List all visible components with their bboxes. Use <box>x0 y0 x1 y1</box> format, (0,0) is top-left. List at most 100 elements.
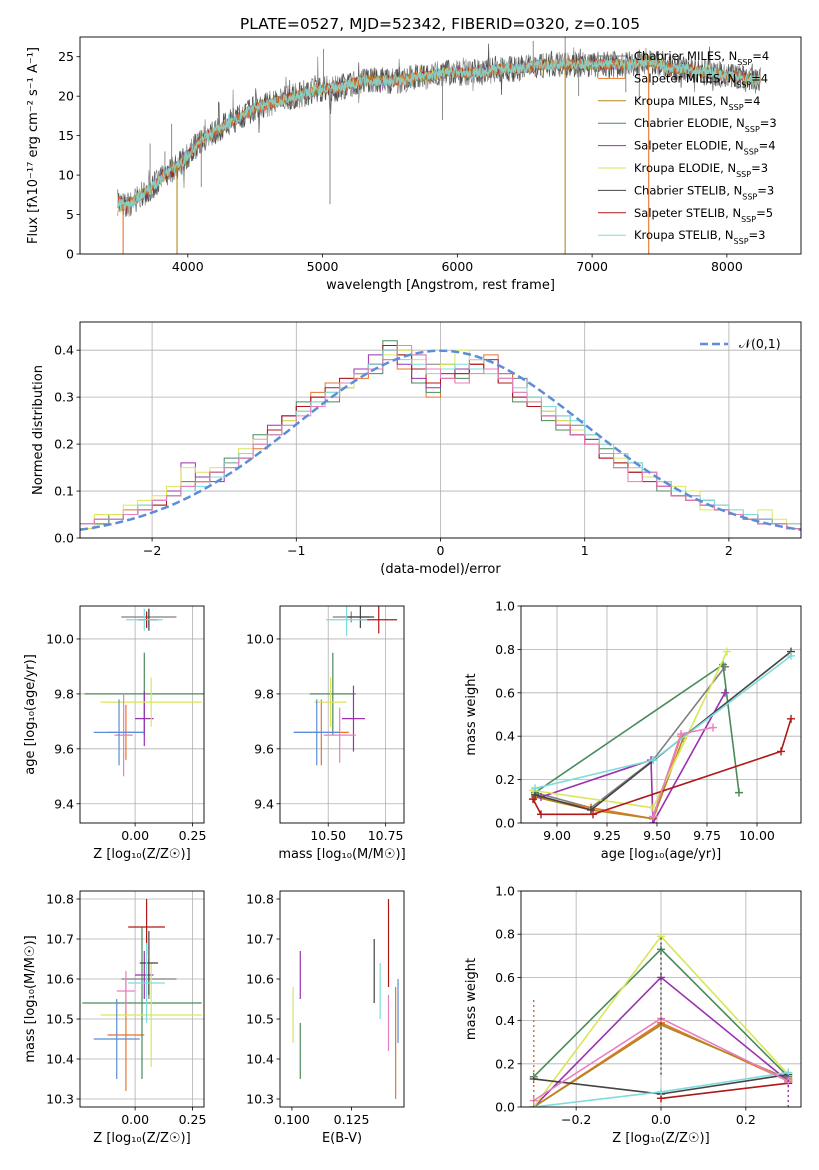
weight-marker <box>589 810 597 819</box>
y-axis-label: mass [log₁₀(M/M☉)] <box>23 935 38 1062</box>
normal-curve <box>80 349 801 532</box>
y-tick-label: 1.0 <box>495 599 515 614</box>
y-tick-label: 0.4 <box>54 343 74 358</box>
y-tick-label: 9.4 <box>54 796 74 811</box>
y-tick-label: 10.4 <box>246 1052 274 1067</box>
weight-line <box>534 738 684 820</box>
axes-frame <box>279 890 405 1108</box>
y-tick-label: 0.0 <box>54 531 74 546</box>
x-tick-label: 0.100 <box>274 1112 310 1127</box>
y-tick-label: 10.0 <box>246 631 274 646</box>
weight-marker <box>529 795 537 804</box>
y-tick-label: 9.6 <box>54 741 74 756</box>
panel-mass_vs_Z: 0.00 0.25 10.3 10.4 10.5 10.6 10.7 10.8 Z [log₁₀… <box>23 890 207 1146</box>
weight-marker <box>723 647 731 656</box>
y-tick-label: 0.1 <box>54 484 74 499</box>
x-tick-label: −1 <box>287 543 305 558</box>
weight-marker <box>777 747 785 756</box>
y-tick-label: 9.4 <box>254 796 274 811</box>
errorbar-point <box>346 606 375 628</box>
panel-mass_weight_vs_Z: −0.2 0.0 0.2 0.0 0.2 0.4 0.6 0.8 1.0 Z [log₁₀(Z/Z… <box>464 884 802 1146</box>
x-axis-label: Z [log₁₀(Z/Z☉)] <box>93 1131 190 1146</box>
x-tick-label: 1 <box>581 543 589 558</box>
errorbar-point <box>323 707 356 763</box>
panels: 4000 5000 6000 7000 80000510152025wavelength… <box>23 36 802 1146</box>
weight-line <box>534 655 792 790</box>
y-tick-label: 5 <box>66 207 74 222</box>
y-tick-label: 25 <box>58 49 74 64</box>
y-tick-label: 10.8 <box>46 892 74 907</box>
legend-label: Salpeter STELIB, NSSP=5 <box>634 206 773 224</box>
y-tick-label: 10.4 <box>46 1052 74 1067</box>
errorbar-point <box>309 652 356 736</box>
x-tick-label: 0.00 <box>121 828 149 843</box>
weight-marker <box>649 756 657 765</box>
legend-label: Kroupa ELODIE, NSSP=3 <box>634 161 768 179</box>
y-tick-label: 9.8 <box>254 686 274 701</box>
panel-mass_weight_vs_age: 9.00 9.25 9.50 9.75 10.00 0.0 0.2 0.4 0.6 0.8 1.0 a… <box>464 599 802 862</box>
errorbar-point <box>93 699 145 766</box>
weight-marker <box>657 1087 665 1096</box>
plot-area <box>292 899 399 1099</box>
panel-residuals: −2 −1 0 1 2 0.0 0.1 0.2 0.3 0.4 (data-model)/error… <box>31 321 802 577</box>
y-tick-label: 10.6 <box>46 972 74 987</box>
weight-marker <box>721 688 729 697</box>
x-tick-label: 8000 <box>711 259 743 274</box>
x-tick-label: 0.125 <box>334 1112 370 1127</box>
panel-mass_vs_EBV: 0.100 0.125 10.3 10.4 10.5 10.6 10.7 10.8 E(B-V) <box>246 890 405 1146</box>
y-tick-label: 10.0 <box>46 631 74 646</box>
x-tick-label: 0.25 <box>179 1112 207 1127</box>
x-tick-label: 0.00 <box>121 1112 149 1127</box>
panel-age_vs_mass: 10.50 10.75 9.4 9.6 9.8 10.0 mass [log₁₀(M/M☉)… <box>246 605 406 862</box>
weight-marker <box>709 723 717 732</box>
axes-frame <box>520 890 802 1108</box>
weight-line <box>532 718 792 816</box>
axes-frame <box>79 605 205 824</box>
plot-area <box>82 899 202 1091</box>
x-tick-label: 0 <box>437 543 445 558</box>
weight-marker <box>735 788 743 797</box>
y-tick-label: 10.7 <box>46 932 74 947</box>
y-axis-label: Normed distribution <box>31 365 46 495</box>
plot-area <box>80 340 801 538</box>
y-tick-label: 0.2 <box>495 772 515 787</box>
errorbar-point <box>293 699 340 766</box>
legend-label: Chabrier STELIB, NSSP=3 <box>634 183 774 201</box>
y-tick-label: 10.8 <box>246 892 274 907</box>
y-tick-label: 10.5 <box>46 1012 74 1027</box>
errorbar-point <box>114 693 133 777</box>
axes-frame <box>79 321 802 539</box>
y-tick-label: 0.2 <box>54 437 74 452</box>
y-tick-label: 9.8 <box>54 686 74 701</box>
y-tick-label: 10.5 <box>246 1012 274 1027</box>
errorbar-point <box>93 999 140 1079</box>
errorbar-point <box>116 971 136 1011</box>
x-tick-label: 6000 <box>441 259 473 274</box>
weight-marker <box>537 810 545 819</box>
plot-area <box>529 647 795 823</box>
legend: Chabrier MILES, NSSP=4 Salpeter MILES, NS… <box>598 49 777 246</box>
errorbar-point <box>100 963 202 1067</box>
x-tick-label: 10.00 <box>739 828 775 843</box>
x-tick-label: 9.75 <box>693 828 721 843</box>
y-tick-label: 10 <box>58 168 74 183</box>
y-tick-label: 0.0 <box>495 816 515 831</box>
y-tick-label: 9.6 <box>254 741 274 756</box>
x-axis-label: mass [log₁₀(M/M☉)] <box>278 847 405 862</box>
weight-line <box>540 692 726 823</box>
plot-area <box>293 606 398 766</box>
errorbar-point <box>135 691 154 747</box>
y-tick-label: 20 <box>58 89 74 104</box>
y-tick-label: 10.7 <box>246 932 274 947</box>
legend-label: Chabrier ELODIE, NSSP=3 <box>634 116 777 134</box>
errorbar-point <box>100 677 202 727</box>
spectrum-line <box>117 55 761 211</box>
y-tick-label: 0.8 <box>495 927 515 942</box>
weight-marker <box>587 805 595 814</box>
weight-line <box>660 1082 789 1100</box>
axes-frame <box>79 36 802 255</box>
y-tick-label: 0.3 <box>54 390 74 405</box>
x-tick-label: 10.75 <box>368 828 404 843</box>
plot-area <box>84 608 204 777</box>
grid <box>280 606 404 823</box>
